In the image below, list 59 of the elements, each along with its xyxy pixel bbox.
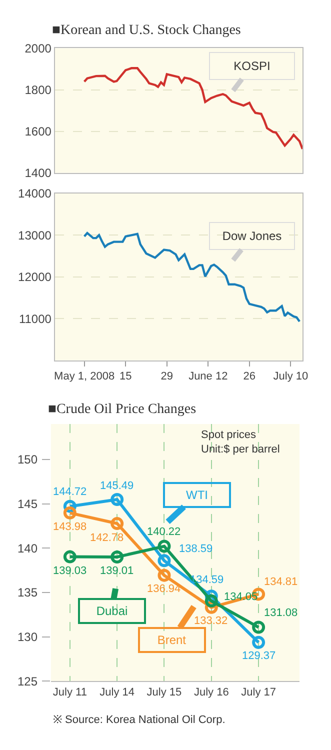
point bbox=[63, 550, 76, 564]
y-tick-label: 12000 bbox=[18, 270, 52, 284]
point bbox=[110, 493, 124, 506]
data-label: 139.03 bbox=[53, 565, 87, 577]
data-label: 139.01 bbox=[100, 565, 134, 577]
point bbox=[252, 636, 266, 649]
x-tick-label: May 1, 2008 bbox=[54, 370, 115, 382]
y-tick-label: 140 bbox=[17, 541, 38, 556]
x-tick-label: June 12 bbox=[188, 370, 228, 382]
point bbox=[158, 554, 171, 568]
point bbox=[252, 620, 266, 634]
x-tick-label: July 15 bbox=[146, 686, 182, 698]
x-tick-label: July 14 bbox=[100, 686, 135, 698]
series-label: KOSPI bbox=[234, 59, 270, 73]
data-label: 144.72 bbox=[53, 486, 87, 498]
x-tick-label: July 10 bbox=[273, 370, 308, 382]
data-label: 134.81 bbox=[264, 576, 298, 588]
data-label: 142.78 bbox=[90, 532, 124, 544]
annotation: Spot prices Unit:$ per barrel bbox=[201, 429, 280, 456]
y-tick-label: 150 bbox=[17, 452, 38, 467]
x-tick-label: 26 bbox=[243, 370, 256, 382]
point bbox=[204, 594, 218, 608]
point bbox=[158, 568, 171, 582]
chart-title: ■Korean and U.S. Stock Changes bbox=[52, 23, 241, 38]
line-series bbox=[83, 232, 301, 323]
text: WTI bbox=[186, 488, 208, 502]
data-label: 136.94 bbox=[147, 583, 181, 595]
y-tick-label: 11000 bbox=[18, 312, 52, 326]
data-label: 145.49 bbox=[100, 480, 134, 492]
y-tick-label: 145 bbox=[17, 497, 38, 512]
data-label: 138.59 bbox=[179, 543, 213, 555]
data-label: 131.08 bbox=[264, 607, 298, 619]
point bbox=[110, 517, 124, 530]
series-label: Dow Jones bbox=[222, 229, 282, 243]
y-tick-label: 130 bbox=[17, 630, 38, 644]
y-tick-label: 14000 bbox=[18, 186, 52, 201]
text: ※ Source: Korea National Oil Corp. bbox=[53, 714, 226, 726]
x-tick-label: July 11 bbox=[52, 686, 87, 698]
x-tick-label: July 17 bbox=[241, 686, 276, 698]
y-tick-label: 1800 bbox=[24, 82, 52, 97]
y-tick-label: 1600 bbox=[24, 124, 52, 139]
y-tick-label: 125 bbox=[17, 674, 38, 688]
x-tick-label: 29 bbox=[160, 370, 173, 382]
y-tick-label: 135 bbox=[17, 586, 38, 600]
y-tick-label: 2000 bbox=[24, 41, 52, 56]
legend-label: Dubai bbox=[96, 604, 128, 618]
data-label: 129.37 bbox=[242, 650, 276, 662]
data-label: 133.32 bbox=[194, 615, 228, 627]
x-tick-label: July 16 bbox=[194, 686, 229, 698]
data-label: 143.98 bbox=[53, 521, 87, 533]
point bbox=[110, 550, 124, 564]
y-tick-label: 13000 bbox=[18, 228, 52, 242]
y-tick-label: 1400 bbox=[24, 166, 52, 180]
legend-label: Brent bbox=[157, 633, 187, 647]
x-tick-label: 15 bbox=[119, 370, 132, 382]
point bbox=[63, 506, 76, 520]
data-label: 140.22 bbox=[147, 526, 181, 538]
point bbox=[158, 540, 171, 553]
chart-title: ■Crude Oil Price Changes bbox=[48, 402, 196, 417]
